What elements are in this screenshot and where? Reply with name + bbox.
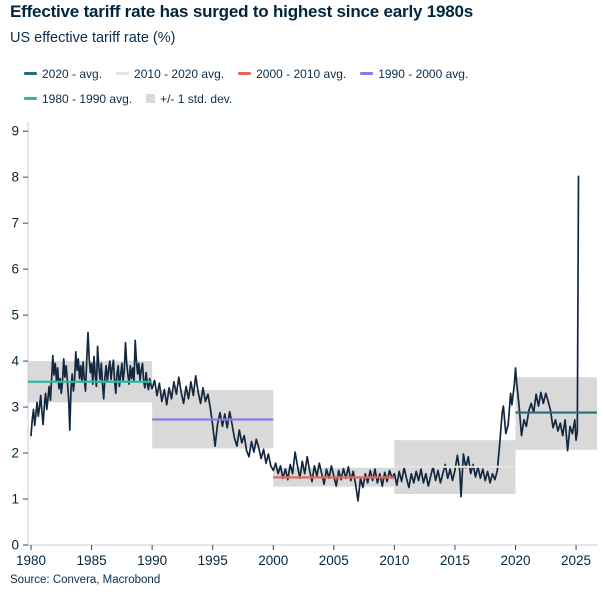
legend-label: 1980 - 1990 avg. — [42, 91, 133, 106]
legend: 2020 - avg. 2010 - 2020 avg. 2000 - 2010 a… — [24, 61, 482, 111]
x-tick-label: 2020 — [500, 553, 530, 568]
y-tick-label: 2 — [11, 446, 19, 461]
x-tick-label: 1990 — [137, 553, 167, 568]
legend-line-swatch-icon — [116, 72, 130, 75]
legend-line-swatch-icon — [238, 72, 252, 75]
x-tick-label: 1995 — [198, 553, 228, 568]
x-tick-label: 1985 — [77, 553, 107, 568]
legend-item-1990-2000-avg: 1990 - 2000 avg. — [360, 67, 468, 81]
legend-label: 2020 - avg. — [42, 66, 103, 81]
legend-square-swatch-icon — [146, 94, 156, 103]
y-tick-label: 6 — [11, 262, 19, 277]
legend-label: 2000 - 2010 avg. — [256, 66, 347, 81]
x-tick-label: 2010 — [379, 553, 409, 568]
tariff-rate-data-line — [30, 175, 580, 502]
y-tick-label: 3 — [11, 400, 19, 415]
legend-item-1980-1990-avg: 1980 - 1990 avg. — [24, 92, 132, 106]
x-tick-label: 2015 — [440, 553, 470, 568]
legend-row: 2020 - avg. 2010 - 2020 avg. 2000 - 2010 a… — [24, 61, 482, 86]
y-tick-label: 9 — [11, 124, 19, 139]
legend-item-2010-2020-avg: 2010 - 2020 avg. — [116, 67, 224, 81]
y-tick-label: 5 — [11, 308, 19, 323]
x-tick-label: 2000 — [258, 553, 288, 568]
chart-subtitle: US effective tariff rate (%) — [10, 30, 176, 46]
legend-label: 2010 - 2020 avg. — [134, 66, 225, 81]
legend-label: 1990 - 2000 avg. — [378, 66, 469, 81]
legend-row: 1980 - 1990 avg. +/- 1 std. dev. — [24, 86, 482, 111]
legend-line-swatch-icon — [24, 97, 37, 100]
legend-item-2020-avg: 2020 - avg. — [24, 67, 102, 81]
legend-item-1-std-dev: +/- 1 std. dev. — [146, 92, 232, 106]
y-tick-label: 0 — [11, 538, 19, 553]
y-tick-label: 4 — [11, 354, 19, 369]
y-tick-label: 8 — [11, 170, 19, 185]
legend-label: +/- 1 std. dev. — [160, 91, 233, 106]
legend-item-2000-2010-avg: 2000 - 2010 avg. — [238, 67, 346, 81]
y-tick-label: 1 — [11, 492, 19, 507]
x-tick-label: 2025 — [561, 553, 591, 568]
legend-line-swatch-icon — [24, 72, 37, 75]
y-tick-label: 7 — [11, 216, 19, 231]
chart-title: Effective tariff rate has surged to high… — [10, 2, 474, 21]
x-tick-label: 1980 — [16, 553, 46, 568]
x-tick-label: 2005 — [319, 553, 349, 568]
source-note: Source: Convera, Macrobond — [10, 574, 161, 586]
legend-line-swatch-icon — [360, 72, 374, 75]
